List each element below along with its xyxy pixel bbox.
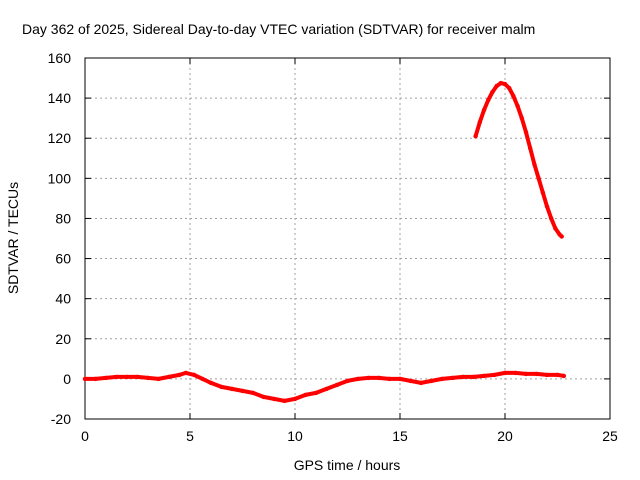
data-point	[559, 234, 564, 239]
data-point	[282, 398, 287, 404]
data-point	[177, 372, 182, 378]
data-point	[519, 116, 524, 121]
data-point	[534, 371, 539, 377]
data-point	[494, 83, 499, 89]
data-point	[544, 204, 550, 209]
data-point	[240, 388, 245, 394]
data-point	[490, 89, 495, 95]
data-point	[523, 371, 529, 377]
data-point	[408, 378, 413, 384]
data-point	[481, 373, 487, 379]
data-point	[397, 376, 403, 382]
data-point	[355, 376, 361, 382]
data-point	[523, 130, 529, 135]
data-point	[473, 134, 478, 139]
data-point	[544, 372, 550, 378]
y-tick-label: 60	[55, 251, 71, 267]
data-point	[561, 373, 566, 379]
x-tick-labels: 0 5 10 15 20 25	[81, 428, 618, 444]
x-tick-label: 10	[287, 428, 303, 444]
data-point	[156, 376, 161, 382]
data-point	[511, 93, 516, 99]
y-tick-label: 40	[55, 291, 71, 307]
data-point	[313, 390, 319, 396]
y-axis-label: SDTVAR / TECUs	[5, 182, 21, 294]
data-point	[532, 162, 537, 167]
y-tick-label: 160	[48, 50, 72, 66]
x-tick-label: 15	[392, 428, 408, 444]
data-point	[366, 375, 371, 381]
plot-frame	[84, 57, 611, 420]
y-tick-label: 80	[55, 210, 71, 226]
chart-title: Day 362 of 2025, Sidereal Day-to-day VTE…	[22, 21, 535, 37]
x-axis-label: GPS time / hours	[294, 457, 401, 473]
series-layer	[82, 80, 566, 404]
data-point	[486, 97, 491, 103]
data-point	[507, 85, 512, 91]
data-point	[135, 374, 140, 380]
data-point	[481, 107, 487, 113]
y-tick-label: 0	[63, 371, 71, 387]
data-point	[477, 120, 482, 125]
data-point	[498, 80, 503, 86]
y-tick-labels: -20 0 20 40 60 80 100 120 140 160	[48, 50, 72, 427]
data-point	[439, 376, 445, 382]
axis-ticks	[84, 57, 611, 420]
x-tick-label: 0	[81, 428, 89, 444]
data-point	[183, 370, 188, 376]
data-point	[271, 396, 277, 402]
x-tick-label: 5	[186, 428, 194, 444]
data-point	[303, 392, 308, 398]
data-point	[200, 376, 205, 382]
data-point	[492, 372, 497, 378]
data-point	[145, 375, 151, 381]
data-point	[82, 376, 88, 382]
data-point	[555, 372, 560, 378]
data-point	[536, 176, 541, 181]
data-point	[166, 374, 172, 380]
data-point	[93, 376, 98, 382]
y-tick-label: 140	[48, 90, 72, 106]
data-point	[502, 370, 508, 376]
data-point	[418, 380, 424, 386]
y-tick-label: 20	[55, 331, 71, 347]
y-tick-label: 120	[48, 130, 72, 146]
data-point	[345, 378, 350, 384]
data-point	[387, 376, 392, 382]
data-point	[334, 382, 340, 388]
data-point	[192, 372, 197, 378]
x-tick-label: 20	[497, 428, 513, 444]
data-point	[219, 384, 224, 390]
data-point	[502, 81, 508, 87]
data-point	[460, 374, 466, 380]
data-point	[114, 374, 119, 380]
data-point	[250, 390, 256, 396]
data-point	[450, 375, 455, 381]
data-point	[208, 380, 214, 386]
series-line-2	[473, 81, 564, 239]
series-line-1	[83, 370, 566, 403]
data-point	[292, 396, 298, 402]
grid-lines	[85, 58, 610, 419]
data-point	[549, 216, 554, 221]
data-point	[103, 375, 109, 381]
data-point	[528, 146, 533, 151]
data-point	[376, 375, 382, 381]
data-point	[540, 190, 545, 195]
data-point	[324, 386, 329, 392]
y-tick-label: 100	[48, 170, 72, 186]
data-point	[553, 226, 558, 231]
data-point	[429, 378, 434, 384]
data-point	[515, 103, 520, 109]
data-point	[471, 374, 476, 380]
data-point	[124, 374, 130, 380]
data-point	[261, 394, 266, 400]
data-point	[513, 370, 518, 376]
x-tick-label: 25	[602, 428, 618, 444]
data-point	[229, 386, 235, 392]
y-tick-label: -20	[51, 411, 71, 427]
